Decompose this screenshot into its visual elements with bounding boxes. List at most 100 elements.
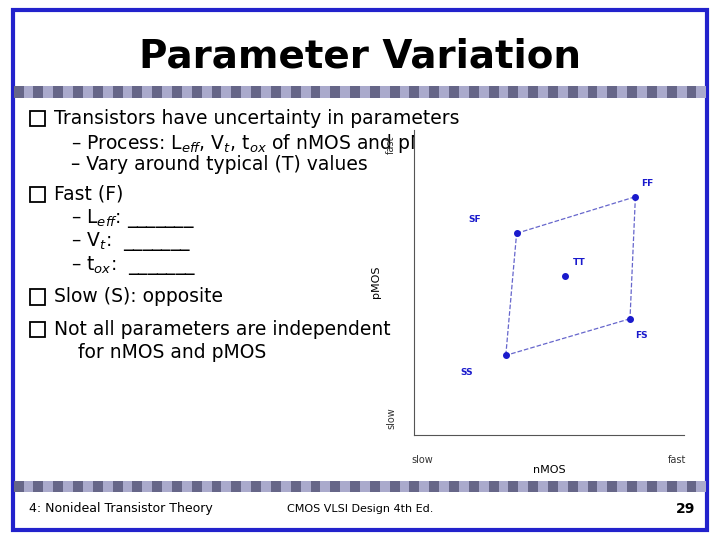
Text: – Process: L$_{eff}$, V$_{t}$, t$_{ox}$ of nMOS and pMOS: – Process: L$_{eff}$, V$_{t}$, t$_{ox}$ … [71,132,453,154]
Bar [172,481,182,492]
Bar [379,86,390,98]
Bar [172,86,182,98]
Bar [14,481,24,492]
Bar [637,481,647,492]
Bar [33,86,43,98]
Text: for nMOS and pMOS: for nMOS and pMOS [54,342,266,362]
Bar [73,481,83,492]
Bar [24,481,33,492]
Bar [489,86,498,98]
Bar [696,481,706,492]
Bar [83,86,93,98]
Bar [469,86,479,98]
Bar [152,481,162,492]
Text: fast: fast [668,455,687,464]
Bar [43,86,53,98]
Bar [558,481,568,492]
Bar [370,481,379,492]
Bar [518,481,528,492]
Bar [212,481,222,492]
Bar [588,481,598,492]
Bar [667,481,677,492]
Bar [439,481,449,492]
Bar [162,86,172,98]
Bar [598,481,608,492]
Bar [400,86,410,98]
Bar [14,86,24,98]
Bar [310,86,320,98]
Text: SF: SF [468,215,481,224]
Bar [231,86,241,98]
Bar [222,481,231,492]
Bar [143,481,152,492]
Bar [528,481,538,492]
Bar [439,86,449,98]
Bar [410,481,419,492]
Text: 4: Nonideal Transistor Theory: 4: Nonideal Transistor Theory [29,502,212,515]
Bar [588,86,598,98]
Bar [627,481,637,492]
Bar [182,481,192,492]
Bar [657,86,667,98]
Text: CMOS VLSI Design 4th Ed.: CMOS VLSI Design 4th Ed. [287,504,433,514]
Bar [508,86,518,98]
Bar [281,481,291,492]
FancyBboxPatch shape [13,10,707,530]
Bar [83,481,93,492]
Bar [548,481,558,492]
Bar [30,322,45,337]
Bar [30,289,45,305]
Bar [143,86,152,98]
Bar [281,86,291,98]
Bar [518,86,528,98]
Bar [370,86,379,98]
Text: pMOS: pMOS [372,266,381,299]
Bar [63,481,73,492]
Bar [132,481,143,492]
Text: TT: TT [573,258,586,267]
Text: Slow (S): opposite: Slow (S): opposite [54,287,223,307]
Bar [459,86,469,98]
Bar [528,86,538,98]
Bar [320,86,330,98]
Bar [152,86,162,98]
Text: Parameter Variation: Parameter Variation [139,38,581,76]
Bar [568,86,577,98]
Bar [390,481,400,492]
Bar [24,86,33,98]
Bar [677,481,687,492]
Bar [548,86,558,98]
Bar [30,187,45,202]
Bar [608,481,617,492]
Bar [261,86,271,98]
Bar [459,481,469,492]
Text: – t$_{ox}$:  _______: – t$_{ox}$: _______ [71,254,196,277]
Bar [132,86,143,98]
Bar [479,481,489,492]
Bar [379,481,390,492]
Bar [192,86,202,98]
Bar [241,481,251,492]
Bar [43,481,53,492]
Bar [469,481,479,492]
Text: FS: FS [635,331,648,340]
Bar [360,481,370,492]
Bar [341,481,350,492]
Text: nMOS: nMOS [533,465,565,475]
Bar [241,86,251,98]
Bar [637,86,647,98]
Text: FF: FF [641,179,653,187]
Bar [103,86,112,98]
Bar [498,86,508,98]
Bar [647,481,657,492]
Bar [577,481,588,492]
Bar [350,86,360,98]
Bar [479,86,489,98]
Bar [202,481,212,492]
Bar [350,481,360,492]
Bar [271,481,281,492]
Bar [449,86,459,98]
Bar [182,86,192,98]
Bar [202,86,212,98]
Bar [419,481,429,492]
